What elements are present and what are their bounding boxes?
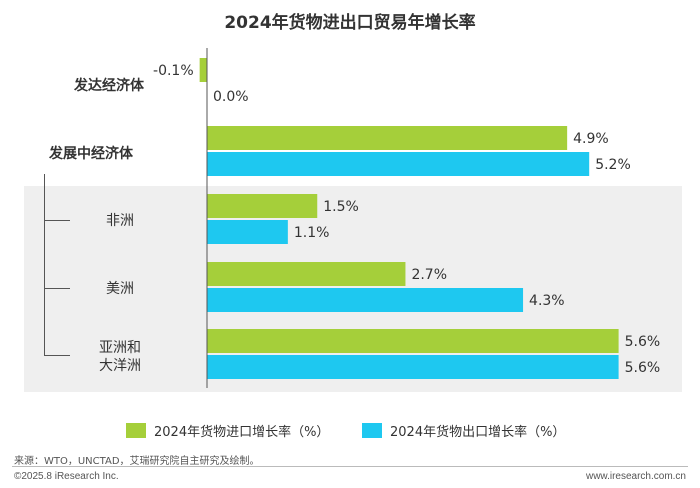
- legend-label-export: 2024年货物出口增长率（%）: [390, 424, 566, 440]
- bar-import-2: [207, 194, 318, 218]
- data-label-import-2: 1.5%: [323, 199, 359, 215]
- bracket-tick-africa: [44, 220, 70, 221]
- data-label-export-1: 5.2%: [595, 157, 631, 173]
- legend: 2024年货物进口增长率（%） 2024年货物出口增长率（%）: [0, 420, 700, 440]
- bar-export-3: [207, 288, 524, 312]
- data-label-export-3: 4.3%: [529, 293, 565, 309]
- footer-divider: [12, 466, 688, 467]
- category-label-developing: 发展中经济体: [49, 146, 133, 162]
- legend-item-export: 2024年货物出口增长率（%）: [362, 420, 565, 440]
- legend-label-import: 2024年货物进口增长率（%）: [154, 424, 330, 440]
- website-link: www.iresearch.com.cn: [585, 471, 686, 482]
- bracket-tick-asia-oceania: [44, 355, 70, 356]
- category-label-developed: 发达经济体: [74, 78, 144, 94]
- legend-swatch-import: [126, 422, 146, 438]
- data-label-export-4: 5.6%: [625, 360, 661, 376]
- bar-import-1: [207, 126, 568, 150]
- bar-export-4: [207, 355, 619, 379]
- data-label-export-0: 0.0%: [213, 89, 249, 105]
- category-label-asia-oceania-line2: 大洋洲: [99, 358, 141, 374]
- bracket-tick-americas: [44, 288, 70, 289]
- category-label-americas: 美洲: [106, 281, 134, 297]
- data-label-import-1: 4.9%: [573, 131, 609, 147]
- category-label-asia-oceania-line1: 亚洲和: [99, 340, 141, 356]
- bar-import-3: [207, 262, 406, 286]
- data-label-import-0: -0.1%: [153, 63, 194, 79]
- bar-import-4: [207, 329, 619, 353]
- data-label-import-3: 2.7%: [411, 267, 447, 283]
- category-label-africa: 非洲: [106, 213, 134, 229]
- chart-title: 2024年货物进出口贸易年增长率: [224, 13, 476, 33]
- legend-swatch-export: [362, 422, 382, 438]
- data-label-export-2: 1.1%: [294, 225, 330, 241]
- source-note: 来源：WTO，UNCTAD，艾瑞研究院自主研究及绘制。: [14, 456, 260, 467]
- copyright: ©2025.8 iResearch Inc.: [14, 471, 119, 482]
- bar-export-2: [207, 220, 288, 244]
- bar-import-0: [199, 58, 207, 82]
- group-bracket-line: [44, 174, 45, 356]
- bar-export-1: [207, 152, 590, 176]
- data-label-import-4: 5.6%: [625, 334, 661, 350]
- legend-item-import: 2024年货物进口增长率（%）: [126, 420, 329, 440]
